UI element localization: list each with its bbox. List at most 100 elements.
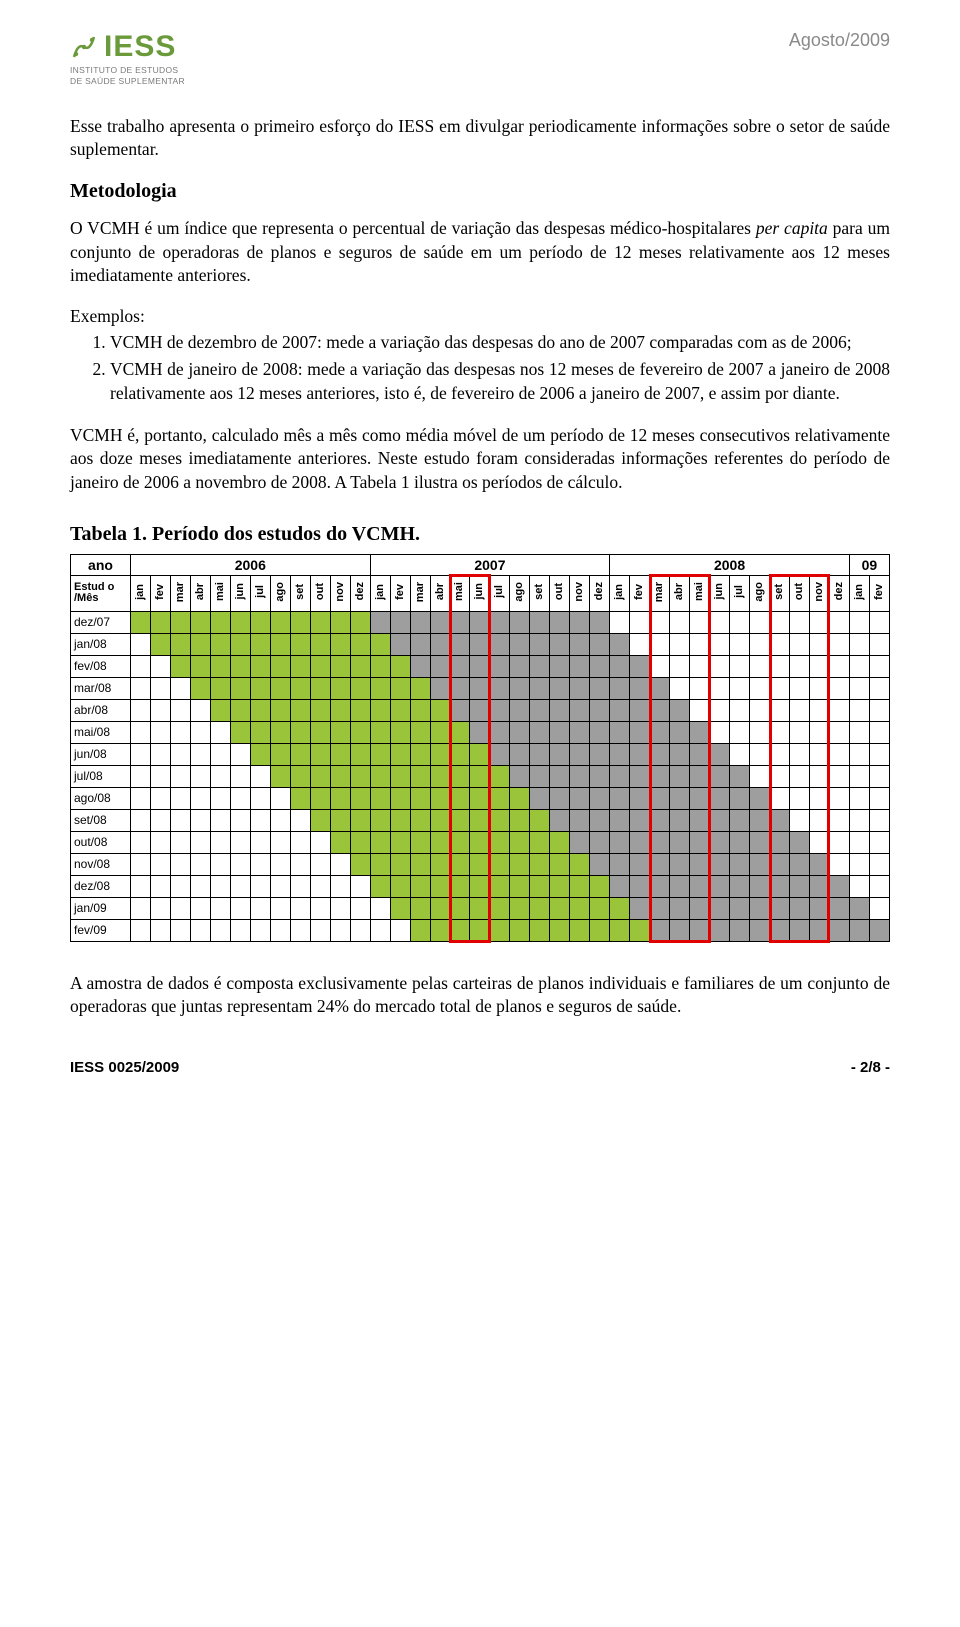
period-cell: [370, 831, 390, 853]
period-cell: [131, 743, 151, 765]
period-cell: [670, 611, 690, 633]
period-cell: [630, 787, 650, 809]
period-cell: [650, 853, 670, 875]
period-cell: [670, 765, 690, 787]
month-header: abr: [670, 575, 690, 611]
period-cell: [170, 875, 190, 897]
period-cell: [310, 809, 330, 831]
period-cell: [250, 831, 270, 853]
examples-label: Exemplos:: [70, 306, 890, 327]
period-cell: [310, 897, 330, 919]
period-cell: [131, 897, 151, 919]
period-cell: [530, 875, 550, 897]
period-cell: [350, 677, 370, 699]
period-cell: [330, 875, 350, 897]
period-cell: [670, 897, 690, 919]
period-cell: [410, 919, 430, 941]
period-cell: [590, 919, 610, 941]
period-cell: [710, 875, 730, 897]
period-cell: [789, 611, 809, 633]
example-item-2: VCMH de janeiro de 2008: mede a variação…: [110, 358, 890, 405]
period-cell: [430, 919, 450, 941]
period-cell: [450, 633, 470, 655]
period-cell: [770, 765, 790, 787]
period-cell: [750, 897, 770, 919]
period-cell: [370, 611, 390, 633]
period-cell: [510, 787, 530, 809]
period-cell: [230, 611, 250, 633]
period-cell: [250, 809, 270, 831]
period-cell: [230, 787, 250, 809]
period-cell: [470, 919, 490, 941]
period-cell: [530, 853, 550, 875]
period-cell: [210, 677, 230, 699]
period-cell: [190, 875, 210, 897]
period-cell: [530, 699, 550, 721]
period-cell: [829, 787, 849, 809]
period-cell: [390, 765, 410, 787]
period-cell: [170, 677, 190, 699]
month-header: ago: [750, 575, 770, 611]
period-cell: [330, 919, 350, 941]
period-cell: [350, 831, 370, 853]
month-header: fev: [390, 575, 410, 611]
study-label: jul/08: [71, 765, 131, 787]
period-cell: [270, 897, 290, 919]
period-cell: [230, 721, 250, 743]
period-cell: [310, 875, 330, 897]
period-cell: [670, 699, 690, 721]
month-header: abr: [190, 575, 210, 611]
period-cell: [230, 633, 250, 655]
period-cell: [750, 699, 770, 721]
period-cell: [370, 765, 390, 787]
period-cell: [310, 831, 330, 853]
period-cell: [650, 919, 670, 941]
period-cell: [330, 809, 350, 831]
period-cell: [750, 633, 770, 655]
period-cell: [809, 721, 829, 743]
period-cell: [650, 721, 670, 743]
period-cell: [630, 809, 650, 831]
logo-subtitle-1: INSTITUTO DE ESTUDOS: [70, 66, 185, 75]
period-cell: [630, 831, 650, 853]
period-cell: [490, 831, 510, 853]
period-cell: [250, 699, 270, 721]
table-container: ano20062007200809Estud o /Mêsjanfevmarab…: [70, 554, 890, 942]
period-cell: [610, 611, 630, 633]
period-cell: [131, 721, 151, 743]
period-cell: [770, 787, 790, 809]
period-cell: [131, 787, 151, 809]
table-title: Tabela 1. Período dos estudos do VCMH.: [70, 523, 890, 546]
period-cell: [510, 611, 530, 633]
period-cell: [150, 809, 170, 831]
study-label: dez/07: [71, 611, 131, 633]
period-cell: [230, 809, 250, 831]
period-cell: [430, 611, 450, 633]
period-cell: [570, 655, 590, 677]
period-cell: [750, 787, 770, 809]
period-cell: [710, 809, 730, 831]
period-cell: [430, 809, 450, 831]
period-cell: [690, 853, 710, 875]
period-cell: [849, 875, 869, 897]
period-cell: [190, 787, 210, 809]
period-cell: [510, 831, 530, 853]
period-cell: [310, 699, 330, 721]
period-cell: [390, 633, 410, 655]
methodology-title: Metodologia: [70, 180, 890, 203]
period-cell: [610, 655, 630, 677]
period-cell: [730, 831, 750, 853]
period-cell: [590, 721, 610, 743]
period-cell: [770, 809, 790, 831]
period-cell: [710, 743, 730, 765]
period-cell: [430, 853, 450, 875]
period-cell: [430, 655, 450, 677]
period-cell: [350, 875, 370, 897]
period-cell: [450, 699, 470, 721]
year-header: 2007: [370, 554, 610, 575]
period-cell: [690, 809, 710, 831]
period-cell: [690, 655, 710, 677]
period-cell: [210, 699, 230, 721]
period-cell: [869, 809, 889, 831]
period-cell: [710, 765, 730, 787]
